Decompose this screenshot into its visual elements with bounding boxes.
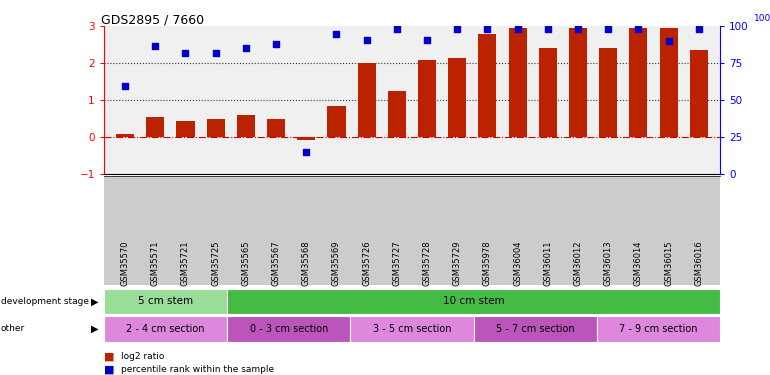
Bar xyxy=(629,28,648,137)
Bar xyxy=(388,91,406,137)
Text: log2 ratio: log2 ratio xyxy=(121,352,164,361)
Bar xyxy=(116,134,134,137)
Point xyxy=(541,26,554,32)
Point xyxy=(209,50,222,56)
Bar xyxy=(206,119,225,137)
Bar xyxy=(146,117,164,137)
Bar xyxy=(176,121,195,137)
Point xyxy=(602,26,614,32)
Bar xyxy=(267,119,285,137)
Text: other: other xyxy=(1,324,25,333)
Bar xyxy=(508,28,527,137)
Point xyxy=(451,26,464,32)
Bar xyxy=(478,34,497,137)
Text: 3 - 5 cm section: 3 - 5 cm section xyxy=(373,324,451,334)
Text: 5 cm stem: 5 cm stem xyxy=(138,297,193,306)
Text: ■: ■ xyxy=(104,365,115,375)
Point xyxy=(421,37,434,43)
Bar xyxy=(357,63,376,137)
Bar xyxy=(539,48,557,137)
Text: ■: ■ xyxy=(104,352,115,362)
Point xyxy=(270,41,283,47)
Text: 5 - 7 cm section: 5 - 7 cm section xyxy=(496,324,574,334)
Point xyxy=(693,26,705,32)
Point xyxy=(149,42,162,48)
Bar xyxy=(599,48,618,137)
Text: 7 - 9 cm section: 7 - 9 cm section xyxy=(619,324,698,334)
Bar xyxy=(418,60,436,137)
Point xyxy=(300,149,313,155)
Point xyxy=(119,82,131,88)
Text: 100%: 100% xyxy=(754,14,770,23)
Bar xyxy=(660,28,678,137)
Bar xyxy=(327,106,346,137)
Point xyxy=(572,26,584,32)
Point xyxy=(632,26,644,32)
Text: ▶: ▶ xyxy=(91,324,99,334)
Text: percentile rank within the sample: percentile rank within the sample xyxy=(121,365,274,374)
Text: 0 - 3 cm section: 0 - 3 cm section xyxy=(249,324,328,334)
Text: ▶: ▶ xyxy=(91,297,99,306)
Bar xyxy=(448,58,467,137)
Text: development stage: development stage xyxy=(1,297,89,306)
Point xyxy=(330,31,343,37)
Bar xyxy=(237,115,255,137)
Point xyxy=(662,38,675,44)
Point xyxy=(360,37,373,43)
Text: 2 - 4 cm section: 2 - 4 cm section xyxy=(126,324,205,334)
Point xyxy=(239,45,252,51)
Point xyxy=(481,26,494,32)
Point xyxy=(390,26,403,32)
Bar xyxy=(690,50,708,137)
Bar xyxy=(569,28,587,137)
Point xyxy=(179,50,192,56)
Bar xyxy=(297,137,316,140)
Text: 10 cm stem: 10 cm stem xyxy=(443,297,504,306)
Text: GDS2895 / 7660: GDS2895 / 7660 xyxy=(101,13,204,26)
Point xyxy=(511,26,524,32)
